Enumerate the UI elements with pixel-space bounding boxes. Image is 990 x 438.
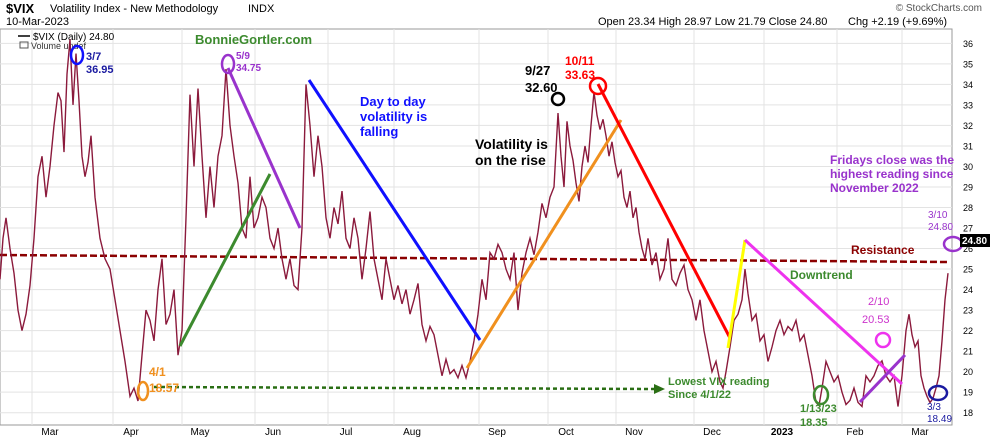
ohlc-readout: Open 23.34 High 28.97 Low 21.79 Close 24…: [598, 16, 828, 28]
note-rise-1: Volatility is: [475, 136, 548, 152]
note-lowest-2: Since 4/1/22: [668, 389, 731, 401]
exchange-label: INDX: [248, 3, 275, 15]
label-9-27-value: 32.60: [525, 80, 558, 95]
y-tick-label: 32: [963, 121, 973, 131]
circle-10-11: [588, 76, 608, 96]
y-tick-label: 18: [963, 408, 973, 418]
label-3-10-date: 3/10: [928, 210, 948, 221]
legend-series: $VIX (Daily) 24.80: [33, 32, 115, 43]
note-fridays-1: Fridays close was the: [830, 153, 954, 167]
y-tick-label: 34: [963, 80, 973, 90]
label-3-3-date: 3/3: [927, 402, 941, 413]
x-tick-label: Mar: [41, 427, 59, 438]
downtrend-line-blue: [307, 79, 482, 341]
x-tick-label: Sep: [488, 427, 506, 438]
note-falling-2: volatility is: [360, 109, 427, 124]
y-tick-label: 20: [963, 367, 973, 377]
circle-2-10: [874, 331, 892, 349]
lowest-arrow-head: [654, 384, 665, 394]
stockcharts-brand: © StockCharts.com: [895, 3, 982, 14]
x-tick-label: May: [191, 427, 210, 438]
y-tick-label: 28: [963, 203, 973, 213]
y-tick-label: 23: [963, 306, 973, 316]
label-5-9-value: 34.75: [236, 63, 261, 74]
y-tick-label: 27: [963, 224, 973, 234]
note-fridays-3: November 2022: [830, 181, 919, 195]
x-tick-label: Jul: [340, 427, 353, 438]
last-price-value: 24.80: [962, 236, 987, 247]
note-falling-1: Day to day: [360, 94, 427, 109]
downtrend-line-magenta: [743, 238, 904, 386]
y-tick-label: 22: [963, 326, 973, 336]
label-1-13-23-value: 18.35: [800, 417, 828, 429]
label-4-1-date: 4/1: [149, 365, 166, 379]
label-10-11-date: 10/11: [565, 54, 595, 68]
y-tick-label: 31: [963, 141, 973, 151]
chart-date: 10-Mar-2023: [6, 16, 69, 28]
y-tick-label: 36: [963, 39, 973, 49]
label-2-10-value: 20.53: [862, 314, 890, 326]
uptrend-line-purple: [858, 353, 907, 404]
downtrend-line-purple: [226, 67, 302, 229]
circle-1-13-23: [812, 384, 830, 406]
uptrend-line-green: [178, 173, 272, 347]
x-tick-label: Jun: [265, 427, 281, 438]
plot-frame: [0, 28, 953, 426]
label-3-3-value: 18.49: [927, 414, 952, 425]
ticker-symbol: $VIX: [6, 1, 35, 16]
downtrend-line-red: [596, 83, 732, 339]
note-lowest-1: Lowest VIX reading: [668, 376, 769, 388]
circle-3-3: [927, 384, 949, 402]
y-tick-label: 25: [963, 265, 973, 275]
y-tick-label: 35: [963, 59, 973, 69]
label-4-1-value: 18.57: [149, 381, 179, 395]
label-1-13-23-date: 1/13/23: [800, 403, 837, 415]
circle-3-7: [69, 44, 85, 66]
uptrend-line-yellow: [726, 239, 747, 349]
legend-volume-swatch: [19, 41, 29, 49]
circle-5-9: [220, 53, 236, 75]
downtrend-label: Downtrend: [790, 268, 853, 282]
legend-volume: Volume undef: [31, 41, 87, 51]
brand-watermark: BonnieGortler.com: [195, 32, 312, 47]
y-tick-label: 21: [963, 347, 973, 357]
circle-4-1: [136, 380, 150, 402]
label-10-11-value: 33.63: [565, 68, 595, 82]
y-tick-label: 24: [963, 285, 973, 295]
y-axis: 18 19 20 21 22 23 24 25 26 27 28 29 30 31 32 33 34 35 36: [963, 39, 973, 418]
x-tick-label: Mar: [911, 427, 929, 438]
label-5-9-date: 5/9: [236, 51, 250, 62]
resistance-line: [0, 253, 949, 264]
label-3-7-value: 36.95: [86, 64, 114, 76]
label-9-27-date: 9/27: [525, 63, 550, 78]
label-2-10-date: 2/10: [868, 296, 889, 308]
x-tick-label: Dec: [703, 427, 721, 438]
y-tick-label: 33: [963, 100, 973, 110]
x-axis: Mar Apr May Jun Jul Aug Sep Oct Nov Dec 2023 Feb Mar: [41, 427, 929, 438]
last-price-tag: [960, 234, 990, 247]
resistance-label: Resistance: [851, 243, 915, 257]
label-3-7-date: 3/7: [86, 51, 101, 63]
index-name: Volatility Index - New Methodology: [50, 3, 219, 15]
note-rise-2: on the rise: [475, 152, 546, 168]
x-tick-label: Apr: [123, 427, 139, 438]
note-falling-3: falling: [360, 124, 398, 139]
y-tick-label: 26: [963, 244, 973, 254]
uptrend-line-orange: [465, 119, 623, 369]
x-tick-label: Aug: [403, 427, 421, 438]
y-tick-label: 29: [963, 182, 973, 192]
x-tick-label: 2023: [771, 427, 794, 438]
x-tick-label: Nov: [625, 427, 643, 438]
change-readout: Chg +2.19 (+9.69%): [848, 16, 948, 28]
vix-series-line: [0, 39, 949, 409]
circle-9-27: [550, 91, 566, 107]
x-tick-label: Oct: [558, 427, 574, 438]
label-3-10-value: 24.80: [928, 222, 953, 233]
note-fridays-2: highest reading since: [830, 167, 954, 181]
y-tick-label: 30: [963, 162, 973, 172]
y-tick-label: 19: [963, 388, 973, 398]
x-tick-label: Feb: [846, 427, 864, 438]
